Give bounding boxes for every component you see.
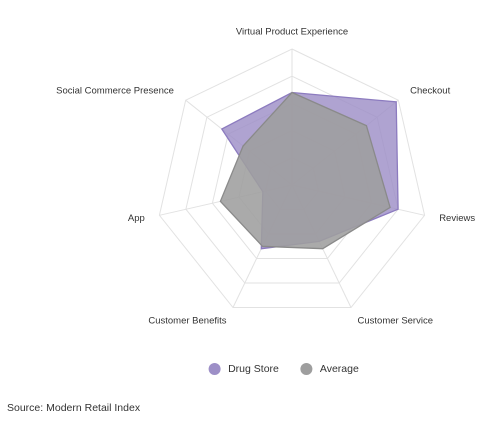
radar-series (219, 91, 399, 250)
legend-marker (300, 363, 313, 375)
legend-item-average[interactable]: Average (300, 363, 359, 375)
legend[interactable]: Drug Store Average (208, 363, 359, 375)
legend-label: Average (320, 363, 359, 375)
legend-item-drug-store[interactable]: Drug Store (208, 363, 279, 375)
axis-label: Checkout (410, 85, 450, 96)
legend-label: Drug Store (228, 363, 279, 375)
source-note: Source: Modern Retail Index (7, 402, 141, 414)
axis-label: Social Commerce Presence (56, 85, 174, 96)
axis-label: Customer Benefits (148, 316, 226, 327)
series-area-average[interactable] (219, 91, 391, 250)
legend-marker (208, 363, 221, 375)
axis-label: App (128, 213, 145, 224)
axis-label: Customer Service (358, 316, 434, 327)
axis-label: Virtual Product Experience (236, 27, 348, 38)
axis-label: Reviews (439, 213, 475, 224)
axis-labels: Virtual Product Experience Checkout Review… (56, 27, 475, 327)
grid-ring (158, 48, 426, 308)
